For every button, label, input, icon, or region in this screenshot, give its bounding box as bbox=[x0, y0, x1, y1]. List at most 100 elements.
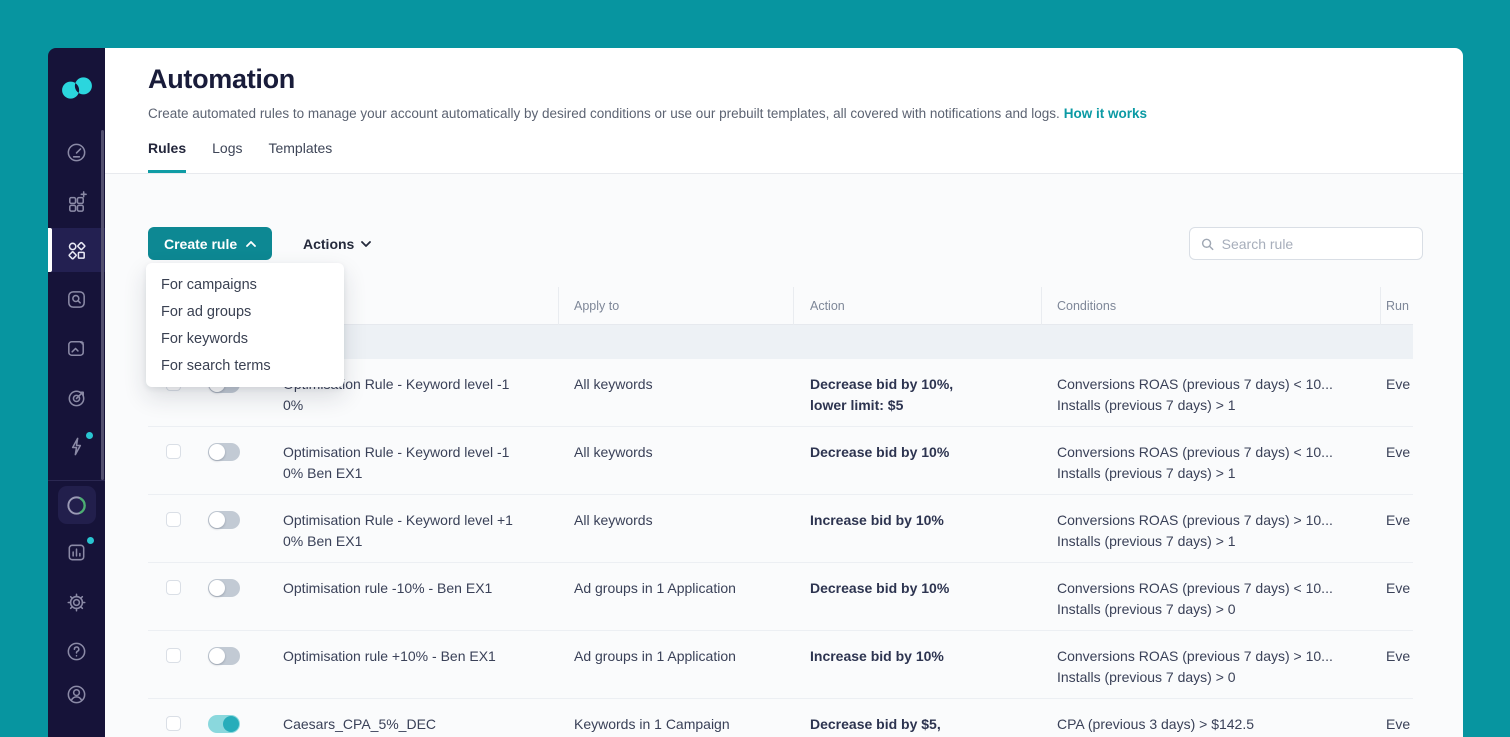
actions-label: Actions bbox=[303, 235, 355, 252]
column-divider bbox=[793, 287, 794, 325]
rules-panel: Create rule Actions bbox=[105, 174, 1463, 737]
rule-toggle[interactable] bbox=[208, 511, 240, 529]
rule-name[interactable]: Optimisation rule -10% - Ben EX1 bbox=[283, 580, 493, 596]
logo-icon bbox=[61, 77, 92, 99]
sidebar-scrollbar[interactable] bbox=[101, 130, 104, 480]
rule-action: Decrease bid by $5,lower limit: $25 bbox=[810, 716, 941, 732]
rule-run-frequency: Eve bbox=[1386, 648, 1411, 664]
rule-name[interactable]: Optimisation rule +10% - Ben EX1 bbox=[283, 648, 496, 664]
lightning-icon bbox=[71, 437, 82, 455]
column-divider bbox=[558, 287, 559, 325]
rule-run-frequency: Eve bbox=[1386, 716, 1411, 732]
gear-icon bbox=[67, 592, 86, 612]
column-header-conditions[interactable]: Conditions bbox=[1057, 299, 1117, 313]
rule-name[interactable]: Optimisation Rule - Keyword level +1 0% B… bbox=[283, 512, 513, 549]
search-icon bbox=[1201, 238, 1214, 250]
rule-action: Increase bid by 10% bbox=[810, 648, 944, 664]
sidebar-item-creatives[interactable] bbox=[48, 326, 105, 370]
chevron-down-icon bbox=[361, 240, 372, 247]
create-rule-label: Create rule bbox=[164, 235, 238, 252]
sidebar-item-account[interactable] bbox=[48, 672, 105, 716]
how-it-works-link[interactable]: How it works bbox=[1063, 106, 1148, 121]
rule-toggle[interactable] bbox=[208, 647, 240, 665]
rule-name[interactable]: Caesars_CPA_5%_DEC bbox=[283, 716, 437, 732]
column-header-apply-to[interactable]: Apply to bbox=[574, 299, 620, 313]
sidebar-item-help[interactable] bbox=[48, 629, 105, 673]
toggle-knob bbox=[223, 716, 239, 732]
creative-icon bbox=[68, 339, 85, 356]
row-checkbox[interactable] bbox=[166, 580, 181, 595]
rule-toggle[interactable] bbox=[208, 579, 240, 597]
rule-toggle[interactable] bbox=[208, 443, 240, 461]
sidebar-item-settings[interactable] bbox=[48, 580, 105, 624]
table-header: Apply to Action Conditions Run Frequency bbox=[148, 287, 1413, 325]
sidebar-item-campaigns[interactable] bbox=[48, 179, 105, 223]
rule-action: Decrease bid by 10% bbox=[810, 580, 950, 596]
toggle-knob bbox=[209, 444, 225, 460]
search-rule-input[interactable] bbox=[1221, 235, 1411, 252]
rule-toggle[interactable] bbox=[208, 715, 240, 733]
sidebar bbox=[48, 48, 105, 737]
target-arrow-icon bbox=[68, 390, 85, 406]
rule-conditions: Conversions ROAS (previous 7 days) > 10.… bbox=[1057, 648, 1333, 685]
sidebar-item-optimization[interactable] bbox=[48, 375, 105, 419]
create-rule-menu: For campaigns For ad groups For keywords… bbox=[146, 263, 344, 387]
rule-apply-to: All keywords bbox=[574, 444, 653, 460]
sidebar-item-automation[interactable] bbox=[48, 228, 105, 272]
help-icon bbox=[67, 642, 86, 660]
tab-logs[interactable]: Logs bbox=[212, 140, 243, 156]
rule-apply-to: Keywords in 1 Campaign bbox=[574, 716, 730, 732]
search-rule-box bbox=[1189, 227, 1423, 260]
rule-run-frequency: Eve bbox=[1386, 580, 1411, 596]
table-row: Optimisation Rule - Keyword level -1 0% B… bbox=[148, 427, 1413, 495]
app-logo bbox=[48, 66, 105, 110]
rule-apply-to: Ad groups in 1 Application bbox=[574, 580, 736, 596]
rules-table: Apply to Action Conditions Run Frequency… bbox=[148, 287, 1413, 737]
rule-conditions: Conversions ROAS (previous 7 days) > 10.… bbox=[1057, 512, 1333, 549]
tab-divider bbox=[105, 173, 1463, 174]
rule-apply-to: All keywords bbox=[574, 376, 653, 392]
sidebar-item-quick-automations[interactable] bbox=[48, 424, 105, 468]
rule-action: Decrease bid by 10%, lower limit: $5 bbox=[810, 376, 954, 413]
column-header-action[interactable]: Action bbox=[810, 299, 845, 313]
user-icon bbox=[67, 685, 86, 703]
search-app-icon bbox=[68, 290, 85, 308]
column-divider bbox=[1380, 287, 1381, 325]
table-row: Optimisation rule -10% - Ben EX1 Ad grou… bbox=[148, 563, 1413, 631]
app-status-button[interactable] bbox=[48, 483, 105, 527]
tab-rules[interactable]: Rules bbox=[148, 140, 187, 173]
rule-apply-to: Ad groups in 1 Application bbox=[574, 648, 736, 664]
table-row: Optimisation Rule - Keyword level +1 0% B… bbox=[148, 495, 1413, 563]
page-subtitle: Create automated rules to manage your ac… bbox=[148, 106, 1147, 121]
grid-plus-icon bbox=[69, 190, 87, 212]
column-header-run-frequency[interactable]: Run Frequency bbox=[1386, 299, 1413, 313]
rule-name[interactable]: Optimisation Rule - Keyword level -1 0% B… bbox=[283, 444, 510, 481]
app-window: Automation Create automated rules to man… bbox=[48, 48, 1463, 737]
row-checkbox[interactable] bbox=[166, 716, 181, 731]
rule-conditions: Conversions ROAS (previous 7 days) < 10.… bbox=[1057, 376, 1333, 413]
toggle-knob bbox=[209, 580, 225, 596]
rule-action: Increase bid by 10% bbox=[810, 512, 944, 528]
menu-item-for-search-terms[interactable]: For search terms bbox=[161, 357, 271, 374]
actions-button[interactable]: Actions bbox=[303, 227, 372, 260]
sidebar-item-dashboard[interactable] bbox=[48, 130, 105, 174]
rule-run-frequency: Eve bbox=[1386, 444, 1411, 460]
create-rule-button[interactable]: Create rule bbox=[148, 227, 273, 260]
toggle-knob bbox=[209, 512, 225, 528]
row-checkbox[interactable] bbox=[166, 512, 181, 527]
sidebar-item-reports[interactable] bbox=[48, 530, 105, 574]
menu-item-for-campaigns[interactable]: For campaigns bbox=[161, 276, 257, 293]
bar-chart-icon bbox=[68, 544, 85, 560]
rule-run-frequency: Eve bbox=[1386, 376, 1411, 392]
row-checkbox[interactable] bbox=[166, 444, 181, 459]
tab-templates[interactable]: Templates bbox=[268, 140, 333, 156]
menu-item-for-ad-groups[interactable]: For ad groups bbox=[161, 303, 252, 320]
row-checkbox[interactable] bbox=[166, 648, 181, 663]
menu-item-for-keywords[interactable]: For keywords bbox=[161, 330, 249, 347]
rule-action: Decrease bid by 10% bbox=[810, 444, 950, 460]
subtitle-text: Create automated rules to manage your ac… bbox=[148, 106, 1060, 121]
sidebar-item-keyword-search[interactable] bbox=[48, 277, 105, 321]
sidebar-divider bbox=[48, 480, 105, 481]
main-content: Automation Create automated rules to man… bbox=[105, 48, 1463, 737]
